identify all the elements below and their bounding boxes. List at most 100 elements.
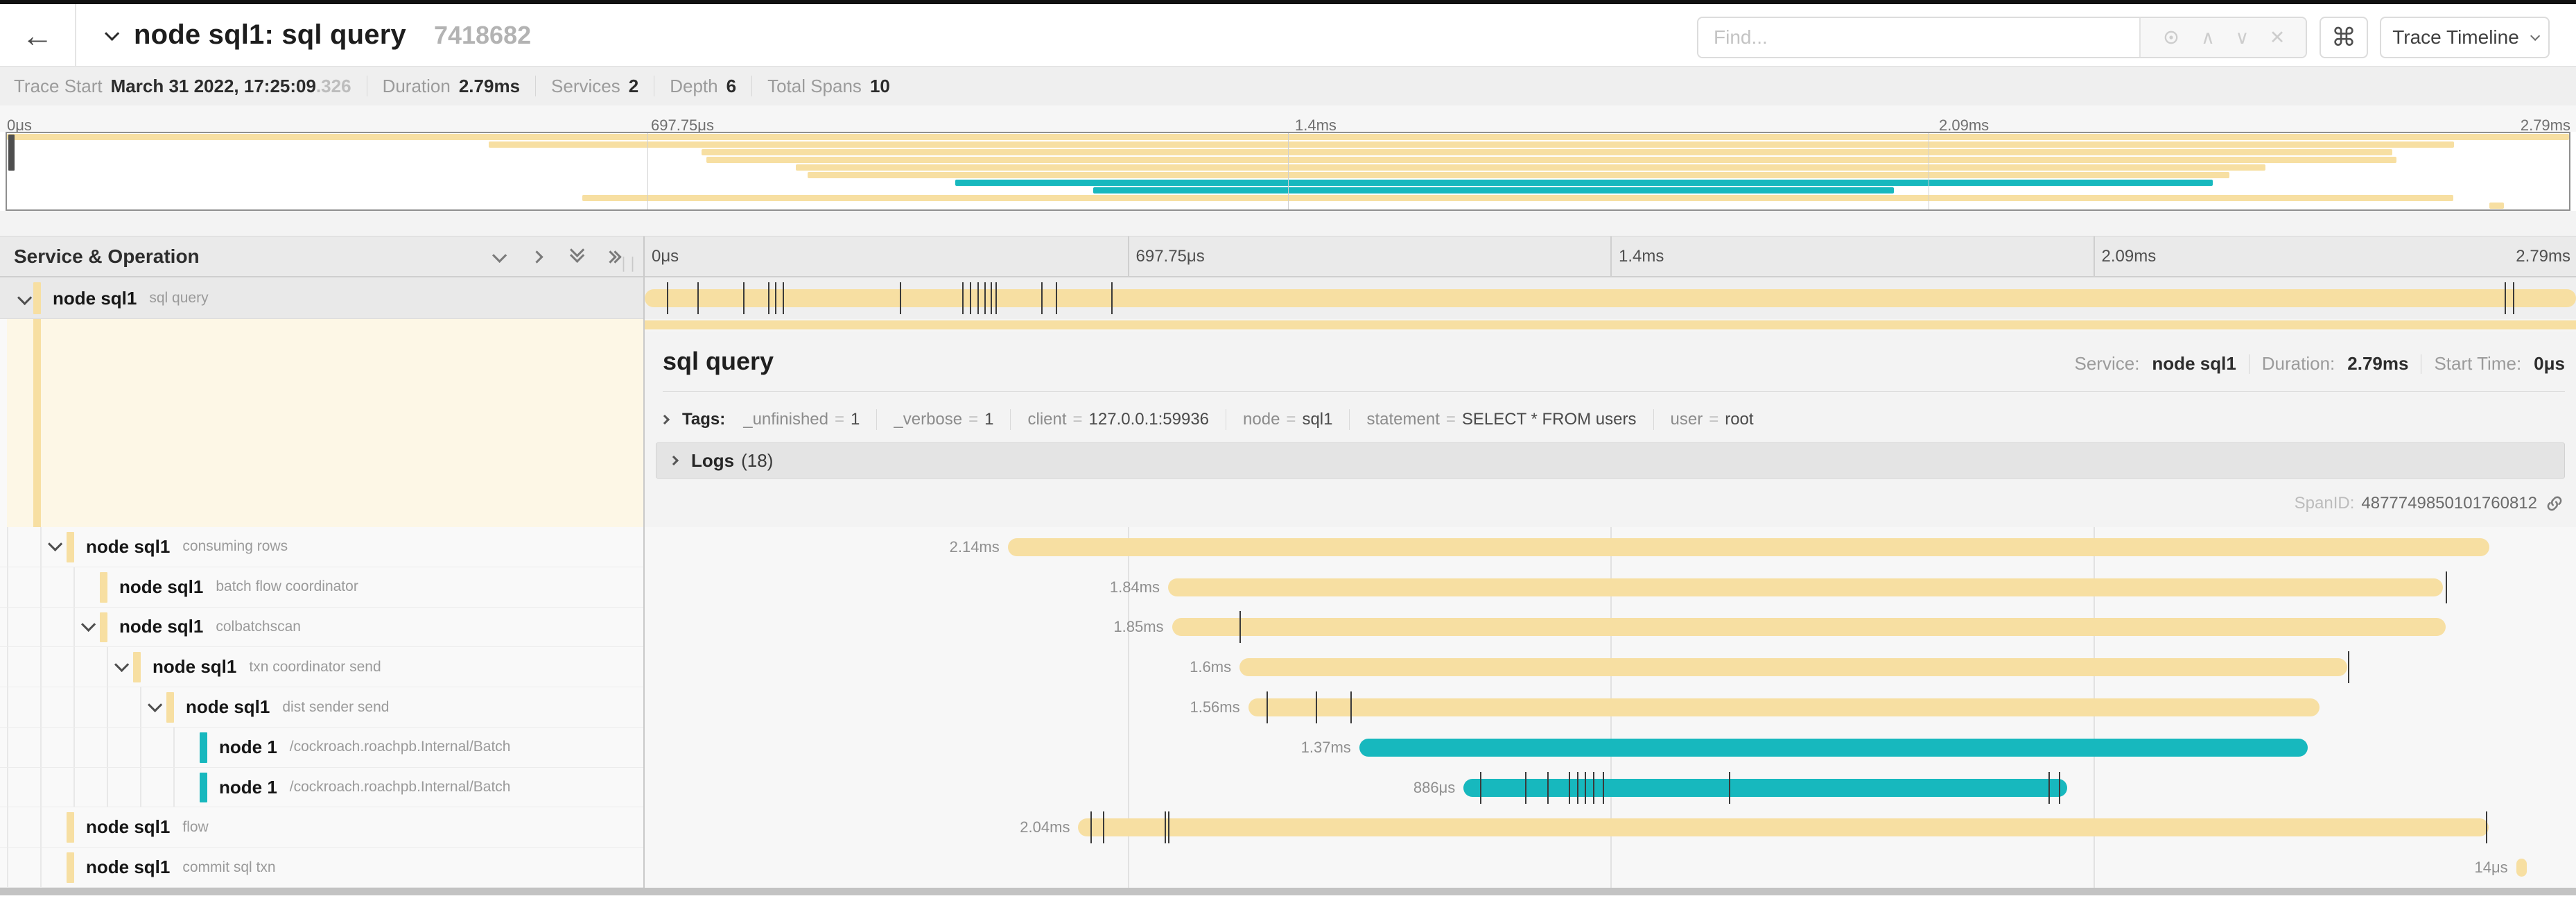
tree-row[interactable]: node sql1 consuming rows [0,527,643,567]
summary-value: March 31 2022, 17:25:09 [110,75,316,96]
span-detail-panel: sql query Service: node sql1 Duration: 2… [645,332,2576,527]
detail-title-row: sql query Service: node sql1 Duration: 2… [663,347,2565,376]
logs-expand-icon[interactable] [668,455,679,466]
timeline-row[interactable]: 886μs [645,768,2576,808]
find-clear-icon[interactable]: ✕ [2269,26,2286,48]
row-collapse-icon[interactable] [48,537,63,552]
span-bar[interactable] [1168,578,2443,596]
row-collapse-icon[interactable] [148,697,163,712]
service-color-bar [100,571,107,603]
column-resizer[interactable]: ∣∣ [620,255,638,272]
locate-icon[interactable] [2161,28,2181,47]
span-bar[interactable] [1007,538,2489,556]
tree-row[interactable]: node sql1 batch flow coordinator [0,567,643,608]
axis-tick-label: 2.79ms [2520,117,2570,134]
timeline-row-sql-query[interactable] [645,277,2576,319]
tags-list: _unfinished = 1 _verbose = 1 client = 127.0.0.1:… [743,409,1754,430]
tree-row[interactable]: node sql1 dist sender send [0,687,643,728]
service-value: node sql1 [2152,353,2236,374]
timeline-row[interactable]: 1.56ms [645,687,2576,728]
minimap-canvas[interactable] [6,132,2570,211]
expand-all-icon[interactable] [604,250,622,264]
tree-row[interactable]: node 1/cockroach.roachpb.Internal/Batch [0,727,643,768]
divider [1653,409,1654,430]
indent-guide [107,647,108,687]
tree-row-sql-query-selected[interactable]: node sql1 sql query [0,277,643,319]
span-bar[interactable] [1359,738,2308,757]
link-icon[interactable] [2544,493,2565,514]
divider [876,409,878,430]
indent-guide [40,527,42,567]
minimap-span-row [7,164,2569,171]
bottom-scrollbar-track[interactable] [0,888,2576,895]
collapse-chevron-icon[interactable] [105,26,120,41]
trace-view-label: Trace Timeline [2392,26,2519,48]
trace-title-group[interactable]: node sql1: sql query 7418682 [105,4,531,66]
span-bar[interactable] [1078,818,2489,837]
operation-name: flow [182,818,209,835]
span-bar[interactable] [1239,658,2347,677]
axis-tick-label: 1.4ms [1610,237,1664,277]
span-bar-sql-query[interactable] [645,289,2576,307]
indent-guide [140,727,141,767]
indent-guide [7,848,8,888]
operation-name: /cockroach.roachpb.Internal/Batch [289,739,511,755]
span-bar[interactable] [1248,698,2320,717]
keyboard-shortcuts-button[interactable]: ⌘ [2320,17,2368,58]
row-collapse-icon[interactable] [17,290,33,305]
axis-tick-label: 1.4ms [1295,117,1337,134]
trace-view-dropdown[interactable]: Trace Timeline [2380,17,2550,58]
minimap-drag-handle[interactable] [8,135,15,171]
timeline-row[interactable]: 1.84ms [645,567,2576,608]
tree-controls [492,242,622,264]
timeline-row[interactable]: 1.6ms [645,647,2576,687]
selected-span-bar[interactable] [645,320,2576,329]
tags-row[interactable]: Tags: _unfinished = 1 _verbose = 1 client = 127.… [656,404,1754,436]
tree-row[interactable]: node sql1 txn coordinator send [0,647,643,688]
spanid-label: SpanID: [2294,494,2355,513]
back-button[interactable]: ← [0,4,76,66]
minimap-span-row [7,202,2569,209]
minimap-span-row [7,148,2569,156]
indent-guide [40,727,42,767]
service-color-bar [133,652,141,683]
expand-one-icon[interactable] [530,250,543,264]
service-name: node sql1 [86,816,171,838]
operation-name: batch flow coordinator [216,578,358,595]
timeline-bar-rows: 2.14ms 1.84ms 1.85ms 1.6ms 1.56ms 1.37ms 886μs… [645,527,2576,888]
span-bar[interactable] [2516,859,2527,877]
timeline-row[interactable]: 14μs [645,848,2576,888]
timeline-row[interactable]: 2.14ms [645,527,2576,567]
log-tick [1090,811,1093,844]
find-input[interactable] [1698,18,2139,57]
logs-row[interactable]: Logs (18) [656,442,2565,479]
find-next-icon[interactable]: ∨ [2235,26,2249,48]
service-name: node 1 [219,776,277,798]
span-bar[interactable] [1463,778,2068,797]
row-collapse-icon[interactable] [114,657,130,672]
timeline-row[interactable]: 2.04ms [645,807,2576,848]
collapse-all-icon[interactable] [570,242,585,263]
row-collapse-icon[interactable] [81,617,96,632]
summary-label: Duration [382,75,451,96]
tree-row[interactable]: node sql1 colbatchscan [0,607,643,648]
log-tick [2486,811,2488,844]
logs-title: Logs [691,449,735,471]
tree-row[interactable]: node sql1 commit sql txn [0,848,643,888]
tree-row[interactable]: node 1/cockroach.roachpb.Internal/Batch [0,767,643,808]
summary-label: Trace Start [14,75,103,96]
timeline-row[interactable]: 1.37ms [645,728,2576,768]
timeline-row[interactable]: 1.85ms [645,608,2576,648]
start-time-value: 0μs [2534,353,2565,374]
indent-guide [7,727,8,767]
tags-expand-icon[interactable] [659,414,670,425]
tree-row[interactable]: node sql1 flow [0,807,643,848]
axis-tick-label: 697.75μs [1127,237,1205,277]
span-label: node sql1 sql query [53,277,209,319]
log-tick [1593,771,1595,804]
collapse-one-icon[interactable] [492,248,507,263]
service-name: node sql1 [119,616,204,637]
minimap-span-bar [1093,187,1895,194]
span-bar[interactable] [1172,618,2446,637]
find-prev-icon[interactable]: ∧ [2201,26,2215,48]
